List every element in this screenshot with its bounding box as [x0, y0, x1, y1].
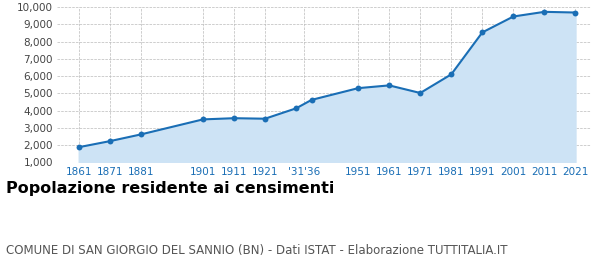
Point — [446, 72, 456, 76]
Point — [291, 106, 301, 111]
Text: Popolazione residente ai censimenti: Popolazione residente ai censimenti — [6, 181, 334, 196]
Point — [136, 132, 146, 137]
Point — [385, 83, 394, 88]
Point — [509, 14, 518, 19]
Text: COMUNE DI SAN GIORGIO DEL SANNIO (BN) - Dati ISTAT - Elaborazione TUTTITALIA.IT: COMUNE DI SAN GIORGIO DEL SANNIO (BN) - … — [6, 244, 508, 256]
Point — [105, 139, 115, 143]
Point — [260, 116, 270, 121]
Point — [353, 86, 363, 90]
Point — [415, 91, 425, 95]
Point — [478, 30, 487, 35]
Point — [198, 117, 208, 122]
Point — [539, 10, 549, 14]
Point — [571, 10, 580, 15]
Point — [307, 98, 316, 102]
Point — [74, 145, 83, 150]
Point — [229, 116, 239, 120]
